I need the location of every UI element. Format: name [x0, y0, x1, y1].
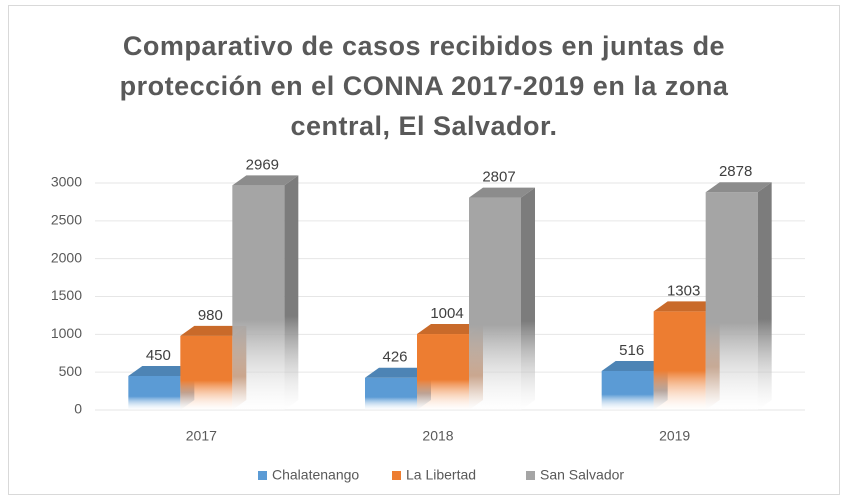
legend-swatch [392, 471, 401, 480]
value-label: 426 [382, 349, 407, 366]
y-tick-label: 2000 [51, 249, 82, 265]
legend-label: San Salvador [540, 467, 624, 483]
bar-top [180, 325, 247, 336]
bar-top [128, 365, 195, 376]
bar [417, 334, 469, 410]
value-label: 1004 [430, 305, 463, 322]
bar [705, 192, 758, 410]
value-label: 2807 [482, 169, 515, 186]
legend-label: La Libertad [406, 467, 476, 483]
y-tick-label: 3000 [51, 174, 82, 190]
bar-side [521, 187, 535, 410]
value-label: 450 [146, 347, 171, 364]
value-label: 2878 [719, 163, 752, 180]
bar [232, 185, 285, 410]
y-tick-label: 2500 [51, 212, 82, 228]
bar [469, 197, 521, 410]
y-tick-label: 1500 [51, 287, 82, 303]
chart-title: Comparativo de casos recibidos en juntas… [119, 31, 729, 141]
chart-border [8, 5, 840, 495]
value-label: 2969 [246, 156, 279, 173]
bar-side [757, 182, 772, 410]
value-label: 1303 [667, 282, 700, 299]
bar-top [601, 360, 668, 371]
bar-top [232, 175, 299, 186]
bar [128, 375, 181, 410]
legend-swatch [258, 471, 267, 480]
bar [180, 335, 233, 410]
y-tick-label: 0 [74, 401, 82, 417]
bar-top [365, 367, 431, 378]
bar-top [417, 324, 483, 335]
legend-label: Chalatenango [272, 467, 359, 483]
value-label: 980 [198, 307, 223, 324]
bar-top [469, 187, 535, 198]
x-tick-label: 2017 [186, 428, 217, 444]
x-tick-label: 2019 [659, 428, 690, 444]
bar-top [653, 301, 720, 312]
bar [601, 370, 654, 410]
bar-side [284, 175, 299, 410]
bar [365, 377, 417, 410]
x-tick-label: 2018 [422, 428, 453, 444]
bar [653, 311, 706, 410]
value-label: 516 [619, 342, 644, 359]
legend-swatch [526, 471, 535, 480]
bar-top [705, 182, 772, 193]
y-tick-label: 1000 [51, 325, 82, 341]
y-tick-label: 500 [59, 363, 83, 379]
